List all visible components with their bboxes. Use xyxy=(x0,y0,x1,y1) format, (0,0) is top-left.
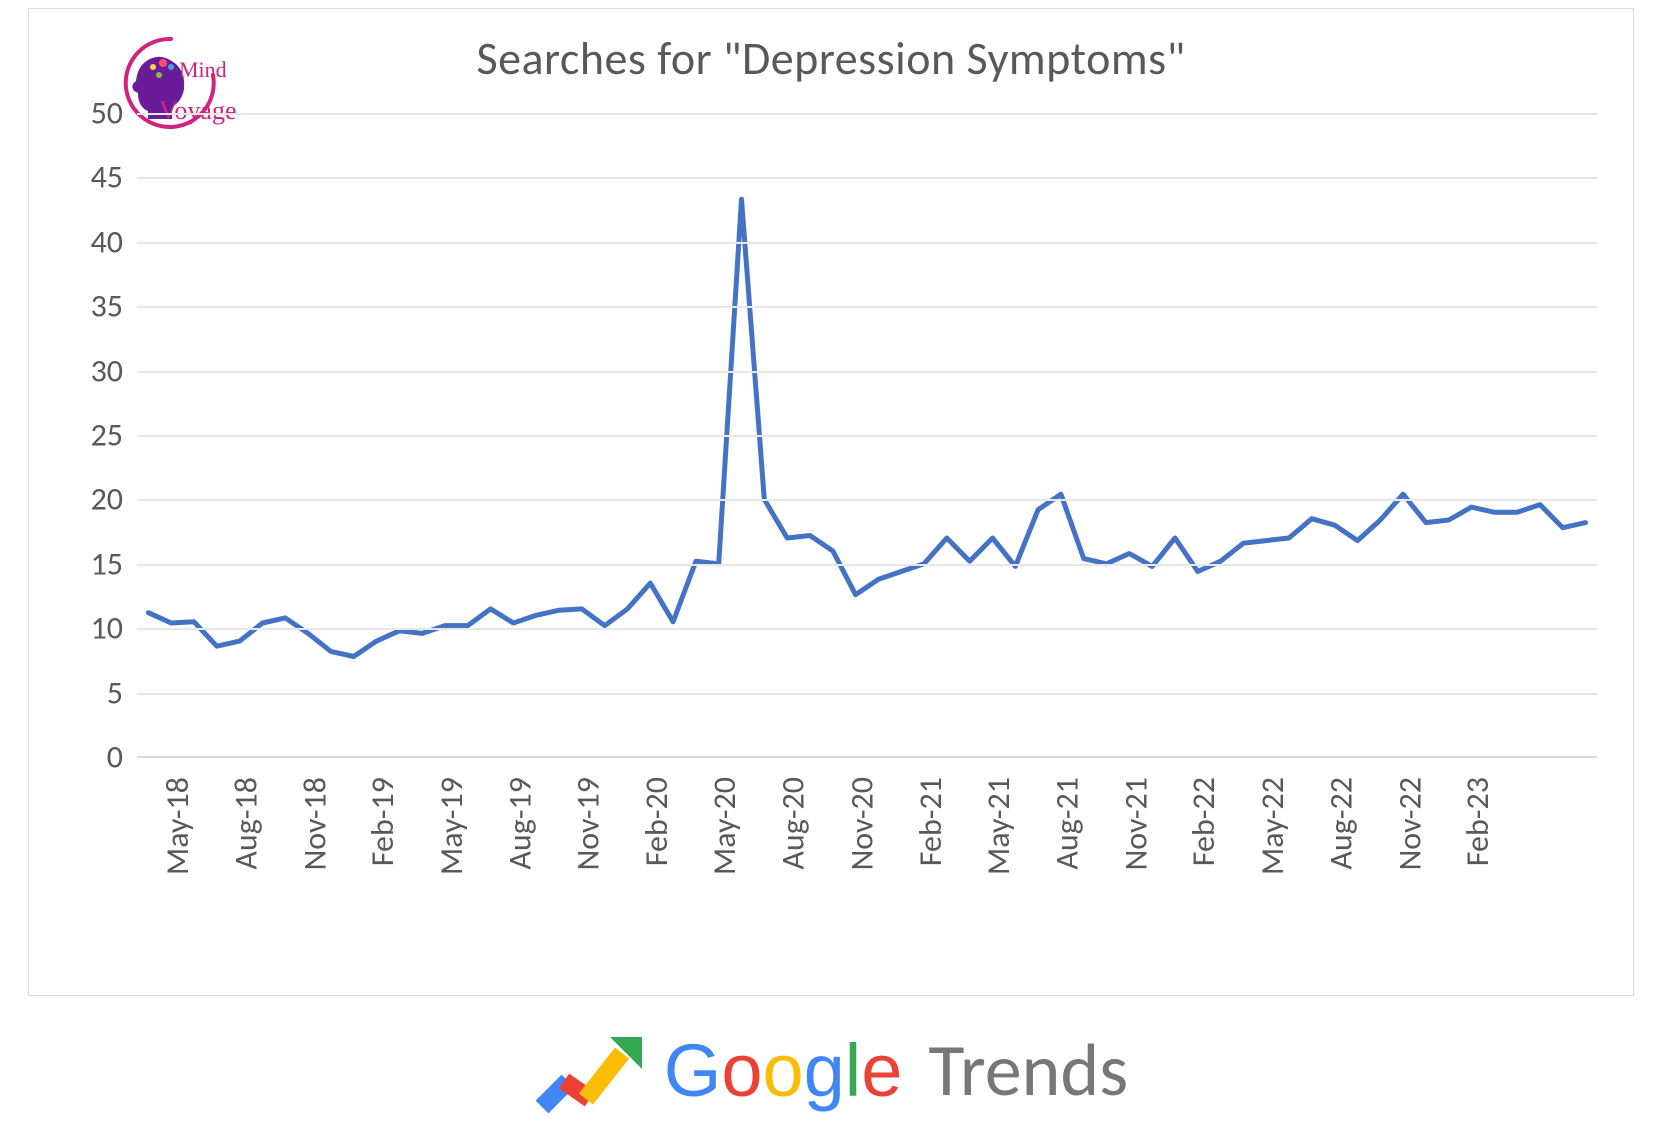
gridline xyxy=(137,693,1597,695)
gridline xyxy=(137,177,1597,179)
x-tick-label: Feb-22 xyxy=(1185,777,1224,866)
google-letter: g xyxy=(804,1029,845,1112)
gridline xyxy=(137,435,1597,437)
x-tick-label: Nov-19 xyxy=(569,777,608,870)
gridline xyxy=(137,113,1597,115)
gridline xyxy=(137,499,1597,501)
y-tick-label: 5 xyxy=(107,673,123,712)
y-tick-label: 30 xyxy=(91,351,123,390)
x-axis-baseline xyxy=(137,756,1597,758)
x-tick-label: Nov-18 xyxy=(295,777,334,870)
x-tick-label: Aug-18 xyxy=(226,777,265,870)
gridline xyxy=(137,242,1597,244)
stage: Mind Voyage Searches for "Depression Sym… xyxy=(0,0,1662,1139)
x-tick-label: May-22 xyxy=(1253,777,1292,875)
chart-title: Searches for "Depression Symptoms" xyxy=(29,31,1633,87)
x-tick-label: Aug-20 xyxy=(774,777,813,870)
google-letter: o xyxy=(721,1029,762,1112)
y-tick-label: 20 xyxy=(91,480,123,519)
trends-arrow-icon xyxy=(534,1025,644,1115)
x-tick-label: Feb-23 xyxy=(1458,777,1497,866)
x-tick-label: Aug-22 xyxy=(1321,777,1360,870)
x-tick-label: Nov-21 xyxy=(1116,777,1155,870)
x-tick-label: Aug-19 xyxy=(500,777,539,870)
y-tick-label: 35 xyxy=(91,287,123,326)
x-tick-label: Aug-21 xyxy=(1048,777,1087,870)
y-tick-label: 0 xyxy=(107,738,123,777)
google-letter: l xyxy=(845,1029,861,1112)
y-tick-label: 45 xyxy=(91,158,123,197)
x-tick-label: May-19 xyxy=(432,777,471,875)
y-tick-label: 40 xyxy=(91,222,123,261)
gridline xyxy=(137,564,1597,566)
chart-card: Mind Voyage Searches for "Depression Sym… xyxy=(28,8,1634,996)
x-tick-label: Feb-19 xyxy=(363,777,402,866)
plot-area: 05101520253035404550May-18Aug-18Nov-18Fe… xyxy=(137,113,1597,757)
x-tick-label: May-18 xyxy=(158,777,197,875)
gridline xyxy=(137,371,1597,373)
x-tick-label: Nov-22 xyxy=(1390,777,1429,870)
google-letter: e xyxy=(861,1029,902,1112)
x-tick-label: Nov-20 xyxy=(842,777,881,870)
x-tick-label: Feb-21 xyxy=(911,777,950,866)
y-tick-label: 15 xyxy=(91,544,123,583)
google-word: Google xyxy=(664,1028,903,1113)
google-trends-brand: Google Trends xyxy=(0,1020,1662,1120)
x-tick-label: May-20 xyxy=(706,777,745,875)
google-letter: o xyxy=(762,1029,803,1112)
gridline xyxy=(137,306,1597,308)
google-letter: G xyxy=(664,1029,722,1112)
y-tick-label: 25 xyxy=(91,416,123,455)
series-line xyxy=(148,199,1585,656)
x-tick-label: Feb-20 xyxy=(637,777,676,866)
y-tick-label: 50 xyxy=(91,94,123,133)
gridline xyxy=(137,628,1597,630)
x-tick-label: May-21 xyxy=(979,777,1018,875)
y-tick-label: 10 xyxy=(91,609,123,648)
trends-word: Trends xyxy=(928,1025,1128,1115)
